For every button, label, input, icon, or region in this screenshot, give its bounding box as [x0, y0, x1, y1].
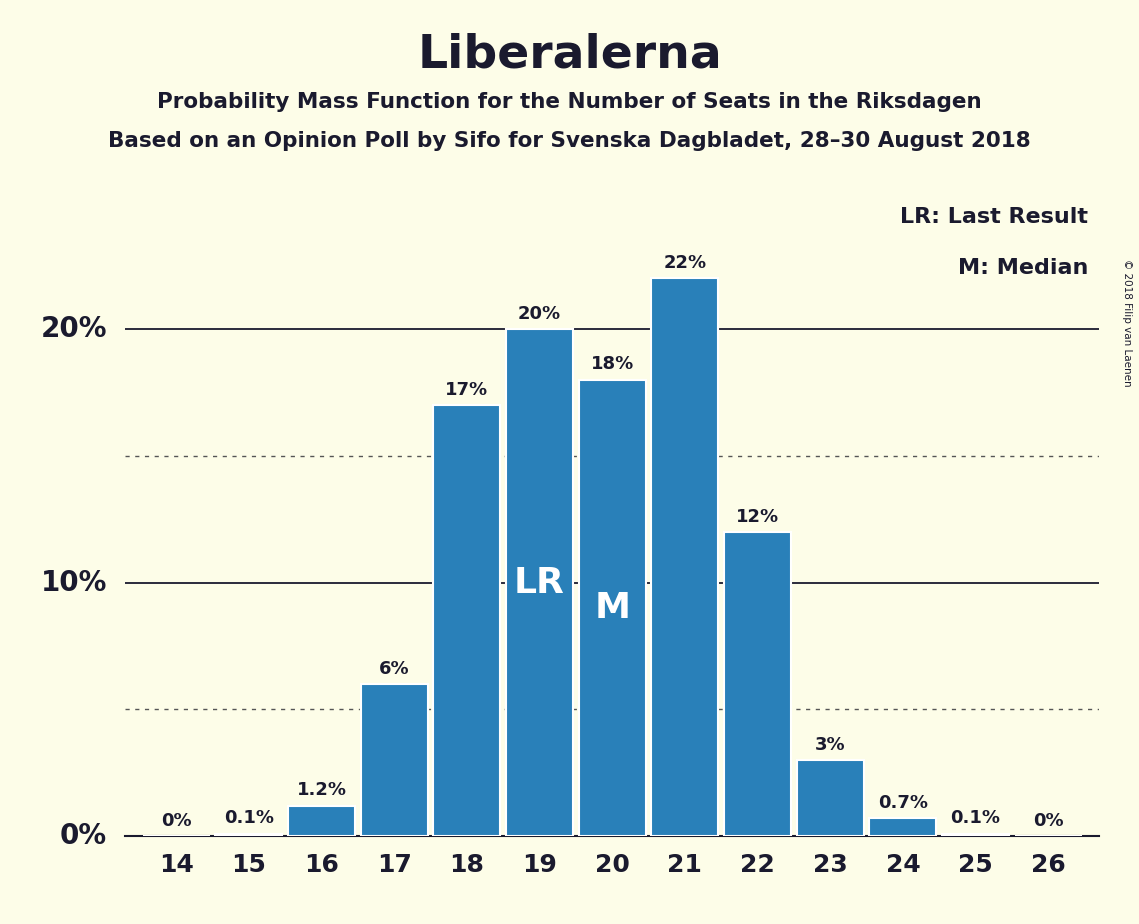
Text: 18%: 18% — [591, 356, 633, 373]
Text: 10%: 10% — [41, 568, 107, 597]
Text: M: M — [595, 591, 630, 625]
Bar — [652, 278, 719, 836]
Bar — [434, 405, 500, 836]
Text: 20%: 20% — [41, 315, 107, 343]
Bar — [869, 819, 936, 836]
Text: 22%: 22% — [663, 254, 706, 272]
Text: 12%: 12% — [736, 507, 779, 526]
Text: 0.7%: 0.7% — [878, 794, 928, 812]
Text: 0%: 0% — [60, 822, 107, 850]
Bar — [797, 760, 863, 836]
Text: © 2018 Filip van Laenen: © 2018 Filip van Laenen — [1122, 259, 1132, 386]
Text: 17%: 17% — [445, 381, 489, 398]
Text: LR: LR — [514, 565, 565, 600]
Text: 0%: 0% — [1033, 812, 1064, 830]
Bar — [215, 833, 282, 836]
Text: 3%: 3% — [814, 736, 845, 754]
Bar — [288, 806, 355, 836]
Text: Based on an Opinion Poll by Sifo for Svenska Dagbladet, 28–30 August 2018: Based on an Opinion Poll by Sifo for Sve… — [108, 131, 1031, 152]
Text: LR: Last Result: LR: Last Result — [900, 207, 1088, 227]
Text: 0.1%: 0.1% — [224, 809, 273, 827]
Text: 20%: 20% — [518, 305, 562, 322]
Text: 0%: 0% — [161, 812, 191, 830]
Text: 1.2%: 1.2% — [296, 782, 346, 799]
Text: Liberalerna: Liberalerna — [417, 32, 722, 78]
Text: M: Median: M: Median — [958, 258, 1088, 278]
Bar — [361, 684, 427, 836]
Bar — [942, 833, 1009, 836]
Text: Probability Mass Function for the Number of Seats in the Riksdagen: Probability Mass Function for the Number… — [157, 92, 982, 113]
Bar — [506, 329, 573, 836]
Bar — [724, 532, 790, 836]
Text: 6%: 6% — [379, 660, 410, 677]
Text: 0.1%: 0.1% — [951, 809, 1000, 827]
Bar — [579, 380, 646, 836]
